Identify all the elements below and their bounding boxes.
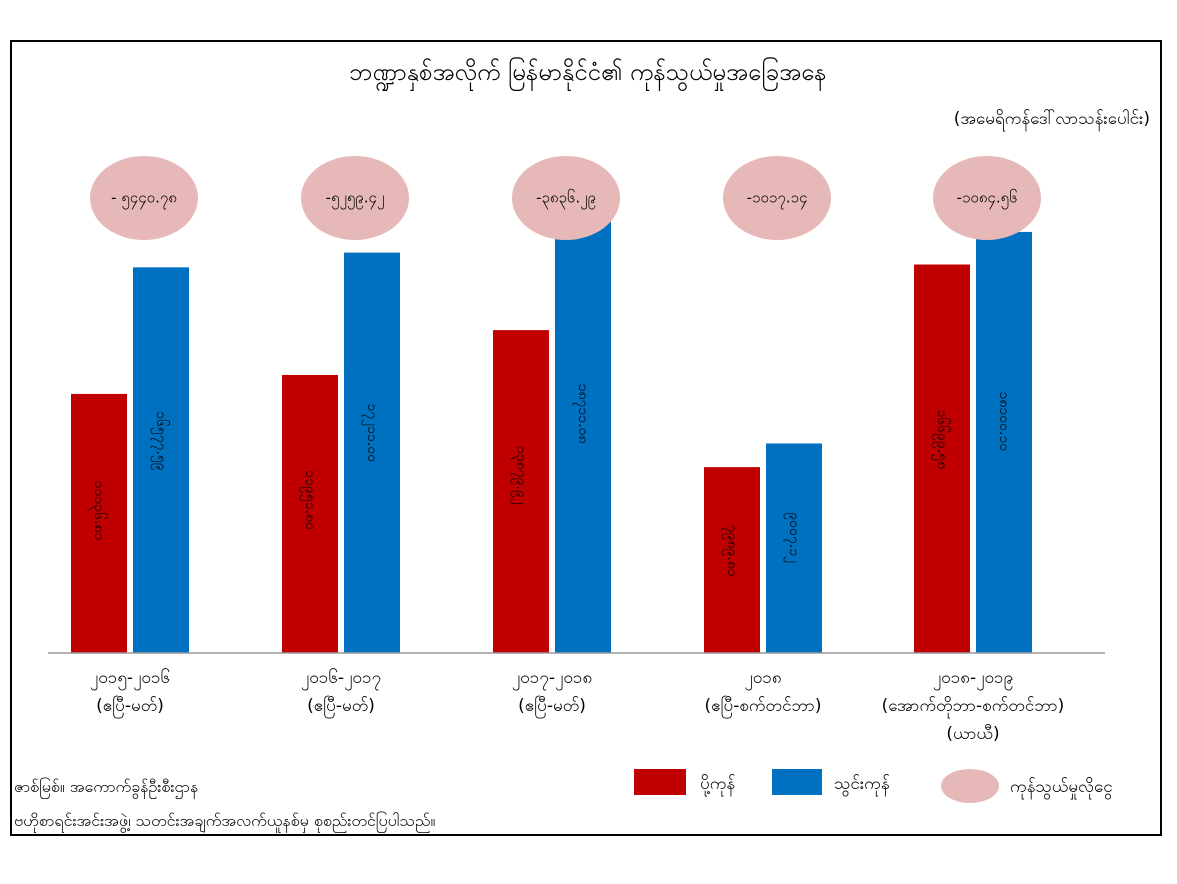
import-bar-2 xyxy=(555,217,611,653)
chart-frame xyxy=(10,40,1162,836)
legend-export-swatch xyxy=(634,769,686,795)
chart-title: ဘဏ္ဍာနှစ်အလိုက် မြန်မာနိုင်ငံ၏ ကုန်သွယ်မ… xyxy=(349,56,826,92)
legend-import-swatch xyxy=(772,769,822,795)
unit-label: (အမေရိကန်ဒေါ်လာသန်းပေါင်း) xyxy=(954,108,1150,132)
deficit-value-2: -၃၈၃၆.၂၉ xyxy=(536,189,596,210)
category-label-3-line-0: ၂၀၁၈ xyxy=(744,668,781,691)
export-bar-2 xyxy=(493,330,549,653)
import-bar-1 xyxy=(344,252,400,653)
export-bar-1 xyxy=(282,374,338,653)
category-label-2-line-0: ၂၀၁၇-၂၀၁၈ xyxy=(512,668,592,691)
deficit-bubble-1 xyxy=(301,156,409,240)
import-value-label-0: ၁၆၅၇၇.၅၉ xyxy=(151,411,169,471)
import-value-label-2: ၁၈၇၁၁.၀၈ xyxy=(573,384,591,444)
category-label-4-line-2: (ယာယီ) xyxy=(946,724,999,744)
category-label-2-line-1: (ဧပြီ-မတ်) xyxy=(518,695,586,719)
category-label-0-line-1: (ဧပြီ-မတ်) xyxy=(96,695,164,719)
legend: ပို့ကုန် သွင်းကုန် ကုန်သွယ်မှုလိုငွေ xyxy=(634,769,1113,803)
export-bar-0 xyxy=(71,393,127,653)
export-bar-4 xyxy=(914,264,970,653)
legend-import-label: သွင်းကုန် xyxy=(834,774,890,797)
export-value-label-3: ၇၉၈၉.၈၁ xyxy=(722,525,740,577)
category-label-0-line-0: ၂၀၁၅-၂၀၁၆ xyxy=(90,667,170,691)
legend-export-label: ပို့ကုန် xyxy=(700,774,735,797)
deficit-bubble-3 xyxy=(723,156,831,240)
deficit-value-1: -၅၂၅၉.၄၂ xyxy=(326,189,385,210)
deficit-value-4: -၁၀၈၄.၅၆ xyxy=(957,189,1018,210)
source-line-1: ဇာစ်မြစ်။ အကောက်ခွန်ဦးစီးဌာန xyxy=(14,777,198,799)
source-line-2: ဗဟိုစာရင်းအင်းအဖွဲ့၊ သတင်းအချက်အလက်ယူနစ်… xyxy=(14,811,435,833)
import-bar-0 xyxy=(133,267,189,653)
deficit-bubble-2 xyxy=(512,156,620,240)
export-value-label-1: ၁၁၉၅၁.၈၀ xyxy=(300,470,318,530)
category-label-3-line-1: (ဧပြီ-စက်တင်ဘာ) xyxy=(704,695,821,719)
category-label-4-line-1: (အောက်တိုဘာ-စက်တင်ဘာ) xyxy=(882,696,1065,719)
category-label-1-line-0: ၂၀၁၆-၂၀၁၇ xyxy=(301,667,381,691)
export-bar-3 xyxy=(704,467,760,653)
deficit-value-0: - ၅၄၄၀.၇၈ xyxy=(111,189,177,210)
export-value-label-2: ၁၃၈၇၉.၉၂ xyxy=(511,446,529,505)
legend-deficit-swatch xyxy=(941,769,999,803)
legend-deficit-label: ကုန်သွယ်မှုလိုငွေ xyxy=(1010,777,1113,800)
import-bar-4 xyxy=(976,231,1032,654)
category-labels: ၂၀၁၅-၂၀၁၆ (ဧပြီ-မတ်) ၂၀၁၆-၂၀၁၇ (ဧပြီ-မတ်) ၂၀… xyxy=(90,667,1064,744)
deficit-bubble-0 xyxy=(90,156,198,240)
import-value-label-1: ၁၇၂၁၁.၀၀ xyxy=(362,404,380,463)
import-value-label-4: ၁၈၁၀၀.၁၀ xyxy=(996,392,1012,452)
deficit-value-3: -၁၀၁၇.၁၄ xyxy=(747,189,808,210)
export-value-label-0: ၁၁၁၃၆.၈၁ xyxy=(89,481,107,541)
export-value-label-4: ၁၆၆၉၉.၅၈ xyxy=(932,409,950,469)
import-value-label-3: ၉၀၀၇.၁၂ xyxy=(784,512,802,563)
deficit-bubble-4 xyxy=(933,156,1041,240)
category-label-4-line-0: ၂၀၁၈-၂၀၁၉ xyxy=(933,668,1013,691)
deficit-layer: - ၅၄၄၀.၇၈ -၅၂၅၉.၄၂ -၃၈၃၆.၂၉ -၁၀၁၇.၁၄ -၁၀၈၄.၅… xyxy=(90,156,1041,240)
import-bar-3 xyxy=(766,443,822,653)
category-label-1-line-1: (ဧပြီ-မတ်) xyxy=(307,695,375,719)
